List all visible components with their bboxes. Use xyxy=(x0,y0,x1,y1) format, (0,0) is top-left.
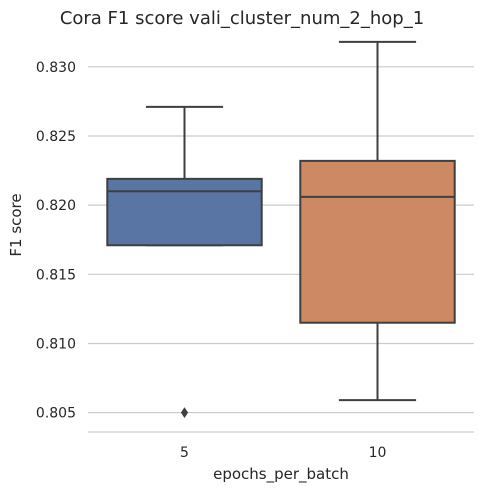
y-axis-label: F1 score xyxy=(7,193,25,256)
x-tick-label: 5 xyxy=(180,445,189,461)
x-tick-label: 10 xyxy=(369,445,387,461)
y-tick-labels: 0.805 0.810 0.815 0.820 0.825 0.830 xyxy=(36,60,76,422)
chart-title: Cora F1 score vali_cluster_num_2_hop_1 xyxy=(60,8,424,29)
x-tick-labels: 5 10 xyxy=(180,445,386,461)
y-tick-label: 0.820 xyxy=(36,198,76,214)
y-tick-label: 0.825 xyxy=(36,129,76,145)
box-5 xyxy=(106,105,263,419)
y-tick-label: 0.815 xyxy=(36,267,76,283)
box-10 xyxy=(299,40,456,402)
outlier-point xyxy=(180,407,189,419)
iqr-box xyxy=(299,159,456,324)
y-tick-label: 0.805 xyxy=(36,406,76,422)
y-tick-label: 0.830 xyxy=(36,60,76,76)
boxes xyxy=(106,40,456,419)
x-axis-label: epochs_per_batch xyxy=(213,465,349,484)
iqr-box xyxy=(106,177,263,247)
y-tick-label: 0.810 xyxy=(36,336,76,352)
